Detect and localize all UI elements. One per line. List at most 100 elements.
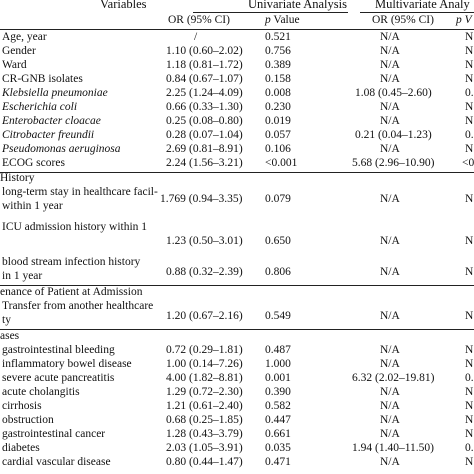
variable-label: Transfer from another healthcare — [2, 300, 154, 312]
or-ci-value: 2.24 (1.56–3.21) — [166, 157, 243, 169]
or-ci-value: 4.00 (1.82–8.81) — [166, 372, 243, 384]
multivariate-or: N/A — [380, 101, 400, 113]
variable-label: Citrobacter freundii — [2, 129, 95, 141]
multivariate-or: N/A — [380, 115, 400, 127]
or-ci-value: 0.72 (0.29–1.81) — [166, 344, 243, 356]
p-value: 0.390 — [265, 386, 291, 398]
p-letter: p — [265, 14, 271, 26]
multivariate-or: N/A — [380, 59, 400, 71]
multivariate-or: N/A — [380, 235, 400, 247]
or-ci-value: / — [194, 31, 198, 43]
multivariate-or: N/A — [380, 358, 400, 370]
section-rule — [0, 285, 474, 286]
multivariate-or: 1.94 (1.40–11.50) — [352, 442, 434, 454]
or-ci-value: 0.88 (0.32–2.39) — [166, 266, 243, 278]
p-value: 0.035 — [265, 442, 291, 454]
or-ci-value: 1.20 (0.67–2.16) — [166, 310, 243, 322]
multivariate-or: N/A — [380, 143, 400, 155]
or-ci-value: 1.769 (0.94–3.35) — [160, 193, 243, 205]
or-ci-value: 2.25 (1.24–4.09) — [166, 87, 243, 99]
multivariate-p: 0. — [465, 129, 474, 141]
p-value: 0.057 — [265, 129, 291, 141]
variable-label: gastrointestinal cancer — [2, 428, 106, 440]
or-ci-value: 1.23 (0.50–3.01) — [166, 235, 243, 247]
or-ci-value: 0.66 (0.33–1.30) — [166, 101, 243, 113]
variable-label: blood stream infection history — [2, 256, 141, 268]
multivariate-or: 5.68 (2.96–10.90) — [352, 157, 435, 169]
variable-label-continued: ty — [2, 314, 11, 326]
or-ci-header-univariate: OR (95% CI) — [168, 14, 230, 26]
p-value: 0.756 — [265, 45, 291, 57]
p-value: 0.806 — [265, 266, 291, 278]
variable-label: cirrhosis — [2, 400, 42, 412]
or-ci-value: 2.03 (1.05–3.91) — [166, 442, 243, 454]
multivariate-p: N — [465, 59, 474, 71]
or-ci-value: 0.68 (0.25–1.85) — [166, 414, 243, 426]
multivariate-p: N — [465, 310, 474, 322]
variable-label: Klebsiella pneumoniae — [2, 87, 108, 99]
p-value-text: Value — [270, 14, 300, 26]
multivariate-p: 0. — [465, 372, 474, 384]
p-value: 0.001 — [265, 372, 291, 384]
variable-label: Ward — [2, 59, 27, 71]
variable-label: ICU admission history within 1 — [2, 221, 148, 233]
multivariate-or: N/A — [380, 310, 400, 322]
or-ci-value: 0.25 (0.08–0.80) — [166, 115, 243, 127]
univariate-header: Univariate Analysis — [248, 0, 347, 11]
variable-label: ECOG scores — [2, 157, 65, 169]
p-value: 0.230 — [265, 101, 291, 113]
or-ci-value: 1.28 (0.43–3.79) — [166, 428, 243, 440]
variable-label: severe acute pancreatitis — [2, 372, 115, 384]
multivariate-p: N — [465, 193, 474, 205]
multivariate-or: N/A — [380, 266, 400, 278]
p-value: 0.487 — [265, 344, 291, 356]
multivariate-or: N/A — [380, 456, 400, 468]
or-ci-value: 1.21 (0.61–2.40) — [166, 400, 243, 412]
variable-label: CR-GNB isolates — [2, 73, 83, 85]
variable-label: cardial vascular disease — [2, 456, 111, 468]
section-rule — [0, 172, 474, 173]
multivariate-or: N/A — [380, 45, 400, 57]
section-rule — [0, 329, 474, 330]
provenance-section-title: enance of Patient at Admission — [0, 286, 143, 298]
multivariate-header: Multivariate Analy — [375, 0, 470, 11]
multivariate-or: N/A — [380, 73, 400, 85]
or-ci-value: 2.69 (0.81–8.91) — [166, 143, 243, 155]
variable-label: acute cholangitis — [2, 386, 80, 398]
p-value: 0.471 — [265, 456, 291, 468]
multivariate-or: N/A — [380, 400, 400, 412]
p-value: 0.158 — [265, 73, 291, 85]
variable-label-continued: in 1 year — [2, 270, 43, 282]
p-value: 0.549 — [265, 310, 291, 322]
p-value-header-univariate: p Value — [265, 14, 300, 26]
multivariate-p: N — [465, 400, 474, 412]
variables-header: Variables — [100, 0, 147, 11]
p-value: 1.000 — [265, 358, 291, 370]
variable-label: diabetes — [2, 442, 40, 454]
multivariate-p: N — [465, 73, 474, 85]
multivariate-or: N/A — [380, 428, 400, 440]
multivariate-p: N — [465, 101, 474, 113]
or-ci-value: 0.84 (0.67–1.07) — [166, 73, 243, 85]
p-value: 0.106 — [265, 143, 291, 155]
p-value: 0.008 — [265, 87, 291, 99]
multivariate-p: N — [465, 143, 474, 155]
or-ci-value: 0.80 (0.44–1.47) — [166, 456, 243, 468]
or-ci-value: 0.28 (0.07–1.04) — [166, 129, 243, 141]
or-ci-value: 1.00 (0.14–7.26) — [166, 358, 243, 370]
variable-label: Pseudomonas aeruginosa — [2, 143, 121, 155]
variable-label: long-term stay in healthcare facil- — [2, 186, 158, 198]
history-section-title: History — [0, 172, 35, 184]
multivariate-p: N — [465, 235, 474, 247]
multivariate-or: 0.21 (0.04–1.23) — [355, 129, 432, 141]
p-value: 0.661 — [265, 428, 291, 440]
multivariate-or: N/A — [380, 31, 400, 43]
multivariate-p: <0 — [462, 157, 474, 169]
multivariate-p: N — [465, 358, 474, 370]
variable-label: Enterobacter cloacae — [2, 115, 101, 127]
multivariate-or: N/A — [380, 344, 400, 356]
p-value: 0.650 — [265, 235, 291, 247]
or-ci-value: 1.18 (0.81–1.72) — [166, 59, 243, 71]
multivariate-p: N — [465, 456, 474, 468]
p-value: 0.582 — [265, 400, 291, 412]
